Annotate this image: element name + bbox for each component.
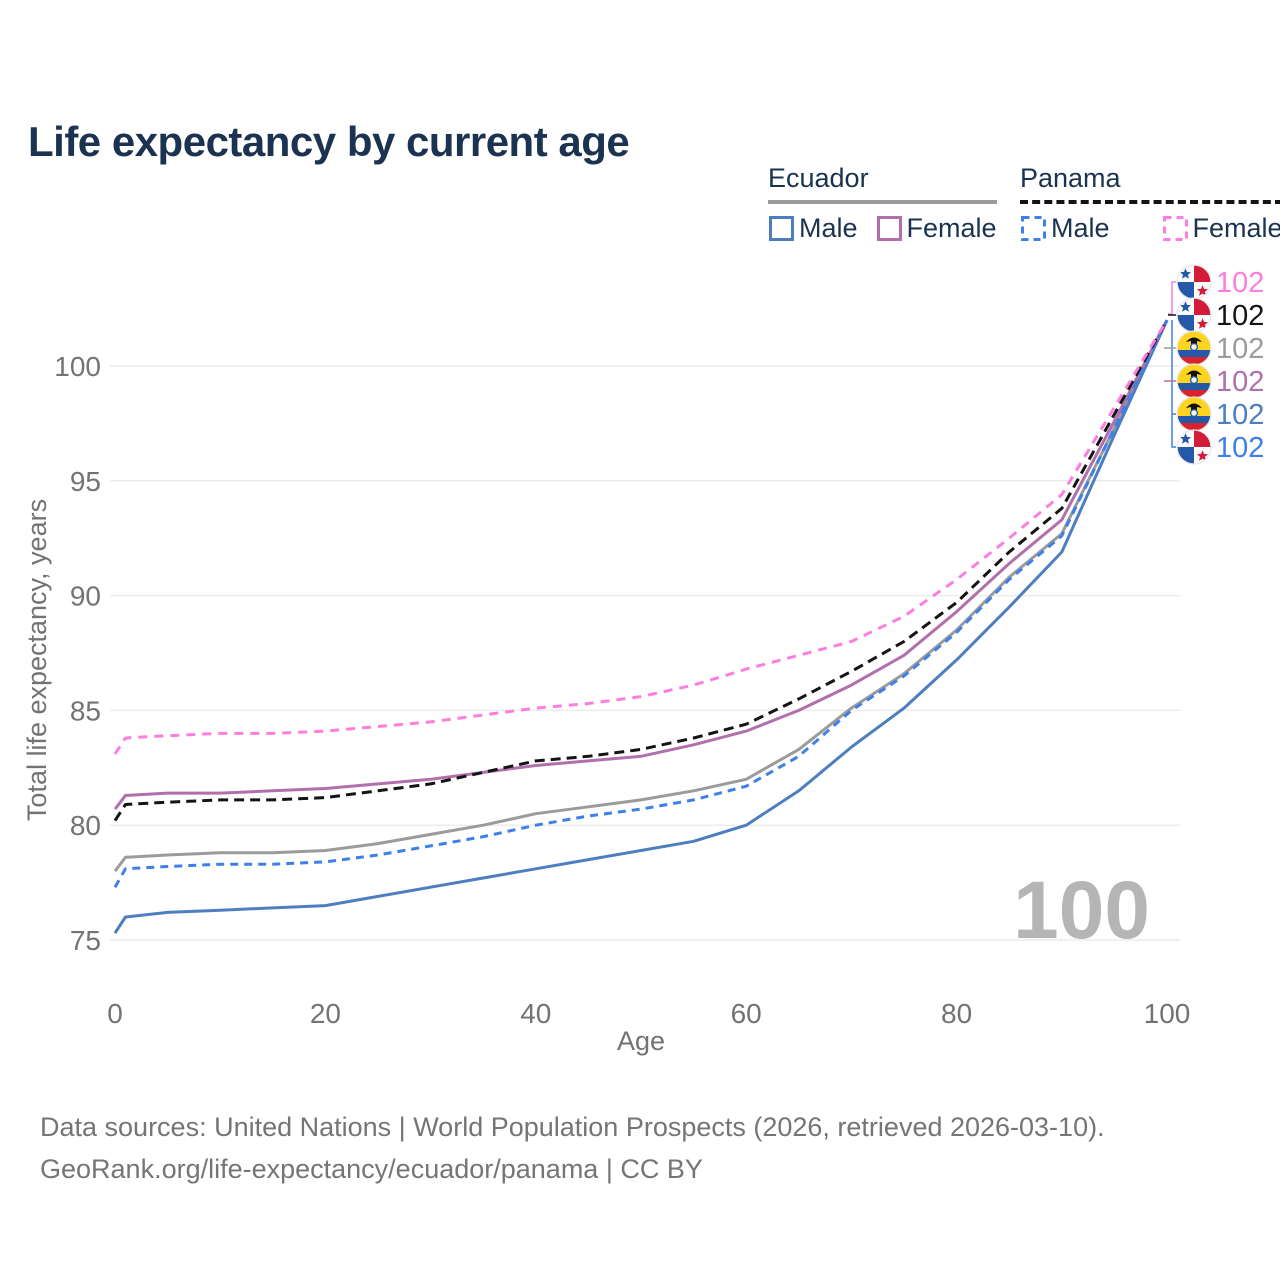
end-label-ecuador-male: 102: [1216, 399, 1264, 431]
x-tick-60: 60: [731, 998, 762, 1029]
legend-country-ecuador-label: Ecuador: [768, 163, 869, 193]
panama-dashed-line-key: [1020, 200, 1280, 204]
series-line-ecuador-female: [113, 319, 1169, 811]
legend-country-panama[interactable]: Panama: [1020, 163, 1280, 204]
y-tick-100: 100: [54, 351, 101, 382]
x-tick-80: 80: [941, 998, 972, 1029]
y-tick-85: 85: [70, 695, 101, 726]
x-tick-0: 0: [107, 998, 123, 1029]
series-line-ecuador-both-sexes: [113, 319, 1169, 873]
end-label-panama-female: 102: [1216, 267, 1264, 299]
end-label-ecuador-both-sexes: 102: [1216, 333, 1264, 365]
legend-item-ecuador-female[interactable]: Female: [876, 213, 997, 244]
ecuador-solid-line-key: [768, 200, 997, 204]
x-tick-40: 40: [520, 998, 551, 1029]
x-tick-20: 20: [310, 998, 341, 1029]
leader-panama-female: [1168, 281, 1176, 315]
ecuador-female-swatch-icon: [876, 216, 902, 241]
legend-group-panama: Panama Male Female: [1020, 163, 1280, 244]
x-axis-title: Age: [617, 1026, 665, 1056]
end-label-panama-male: 102: [1216, 432, 1264, 464]
x-tick-100: 100: [1144, 998, 1191, 1029]
flag-icon-ecuador: [1176, 363, 1212, 399]
legend-item-ecuador-male[interactable]: Male: [768, 213, 858, 244]
legend-item-panama-male[interactable]: Male: [1020, 213, 1110, 244]
legend-group-ecuador: Ecuador Male Female: [768, 163, 997, 244]
flag-icon-panama: [1176, 429, 1212, 465]
series-line-panama-male: [113, 319, 1169, 888]
flag-icon-ecuador: [1176, 330, 1212, 366]
flag-icon-panama: [1176, 297, 1212, 333]
data-sources-line: Data sources: United Nations | World Pop…: [40, 1112, 1105, 1142]
panama-male-swatch-icon: [1021, 216, 1046, 241]
legend-label-ecuador-male: Male: [799, 213, 858, 243]
flag-icon-ecuador: [1176, 396, 1212, 432]
series-line-panama-female: [113, 319, 1169, 755]
page-title: Life expectancy by current age: [28, 118, 630, 166]
footer: Data sources: United Nations | World Pop…: [40, 1106, 1105, 1190]
leader-panama-male: [1171, 320, 1176, 448]
end-label-ecuador-female: 102: [1216, 366, 1264, 398]
series-line-panama-both-sexes: [113, 319, 1169, 822]
y-axis-title: Total life expectancy, years: [22, 499, 52, 821]
y-tick-75: 75: [70, 925, 101, 956]
legend-label-panama-male: Male: [1051, 213, 1110, 243]
y-tick-90: 90: [70, 581, 101, 612]
legend-country-panama-label: Panama: [1020, 163, 1121, 193]
y-tick-80: 80: [70, 810, 101, 841]
attribution-line: GeoRank.org/life-expectancy/ecuador/pana…: [40, 1154, 703, 1184]
ecuador-male-swatch-icon: [769, 216, 794, 241]
panama-female-swatch-icon: [1162, 216, 1188, 241]
legend-label-ecuador-female: Female: [906, 213, 997, 243]
legend-item-panama-female[interactable]: Female: [1162, 213, 1280, 244]
flag-icon-panama: [1176, 264, 1212, 300]
legend-country-ecuador[interactable]: Ecuador: [768, 163, 997, 204]
end-label-panama-both-sexes: 102: [1216, 300, 1264, 332]
y-tick-95: 95: [70, 466, 101, 497]
series-line-ecuador-male: [113, 319, 1169, 934]
age-watermark: 100: [1013, 865, 1150, 956]
legend-label-panama-female: Female: [1192, 213, 1280, 243]
